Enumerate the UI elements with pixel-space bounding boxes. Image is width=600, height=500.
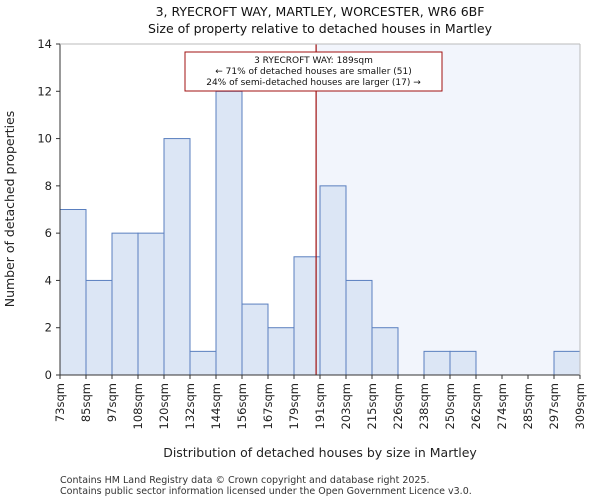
y-tick-label: 8 bbox=[45, 179, 52, 193]
y-tick-label: 0 bbox=[45, 368, 52, 382]
x-tick-label: 85sqm bbox=[79, 383, 93, 422]
x-tick-label: 226sqm bbox=[391, 383, 405, 429]
bar bbox=[215, 90, 243, 376]
x-tick-label: 262sqm bbox=[469, 383, 483, 429]
bar bbox=[85, 279, 113, 376]
annotation-line: ← 71% of detached houses are smaller (51… bbox=[215, 67, 412, 77]
annotation-line: 24% of semi-detached houses are larger (… bbox=[206, 78, 421, 88]
footer-line-1: Contains HM Land Registry data © Crown c… bbox=[60, 475, 430, 486]
chart-subtitle: Size of property relative to detached ho… bbox=[148, 21, 493, 36]
bar bbox=[371, 327, 399, 376]
x-tick-label: 274sqm bbox=[495, 383, 509, 429]
plot-area: 0 2 4 6 8 10 12 14 73sqm 85sqm 97sqm 108sqm 120sqm 13… bbox=[37, 37, 587, 429]
y-tick-label: 10 bbox=[37, 132, 52, 146]
footer-line-2: Contains public sector information licen… bbox=[60, 486, 472, 497]
bar bbox=[189, 350, 217, 376]
bar bbox=[111, 232, 139, 376]
x-tick-label: 132sqm bbox=[183, 383, 197, 429]
x-tick-label: 203sqm bbox=[339, 383, 353, 429]
x-tick-label: 309sqm bbox=[573, 383, 587, 429]
x-tick-label: 156sqm bbox=[235, 383, 249, 429]
bar bbox=[449, 350, 477, 376]
x-tick-label: 144sqm bbox=[209, 383, 223, 429]
bar bbox=[59, 209, 87, 376]
bar bbox=[163, 138, 191, 376]
x-tick-label: 215sqm bbox=[365, 383, 379, 429]
x-tick-label: 97sqm bbox=[105, 383, 119, 422]
y-tick-label: 14 bbox=[37, 37, 52, 51]
x-tick-label: 285sqm bbox=[521, 383, 535, 429]
y-tick-label: 4 bbox=[45, 273, 52, 287]
x-axis-label: Distribution of detached houses by size … bbox=[163, 445, 477, 460]
annotation-box bbox=[184, 51, 443, 92]
x-tick-label: 297sqm bbox=[547, 383, 561, 429]
bar bbox=[241, 303, 269, 376]
bar bbox=[319, 185, 347, 376]
x-tick-label: 179sqm bbox=[287, 383, 301, 429]
x-tick-label: 108sqm bbox=[131, 383, 145, 429]
x-tick-label: 120sqm bbox=[157, 383, 171, 429]
bar bbox=[423, 350, 451, 376]
x-tick-label: 73sqm bbox=[53, 383, 67, 422]
x-tick-label: 191sqm bbox=[313, 383, 327, 429]
bar bbox=[267, 327, 295, 376]
y-tick-label: 12 bbox=[37, 84, 52, 98]
y-axis-label: Number of detached properties bbox=[2, 111, 17, 308]
y-tick-label: 2 bbox=[45, 321, 52, 335]
bar bbox=[137, 232, 165, 376]
y-tick-label: 6 bbox=[45, 226, 52, 240]
annotation-line: 3 RYECROFT WAY: 189sqm bbox=[254, 56, 373, 66]
x-tick-label: 250sqm bbox=[443, 383, 457, 429]
chart-title: 3, RYECROFT WAY, MARTLEY, WORCESTER, WR6… bbox=[156, 4, 485, 19]
x-tick-label: 238sqm bbox=[417, 383, 431, 429]
bar bbox=[345, 279, 373, 376]
bar bbox=[553, 350, 581, 376]
x-tick-label: 167sqm bbox=[261, 383, 275, 429]
